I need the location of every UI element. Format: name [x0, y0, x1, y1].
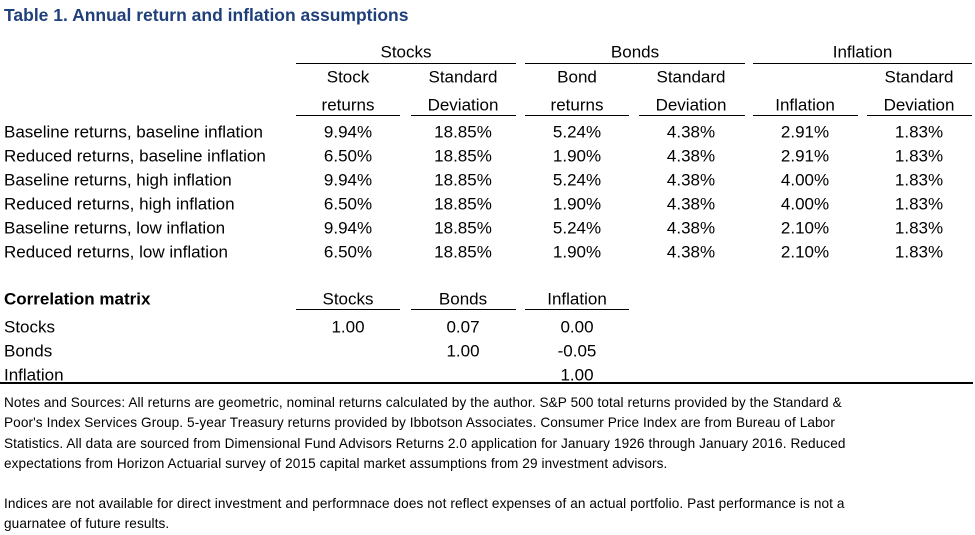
table-cell: 4.00%: [780, 194, 830, 214]
column-header: Stocks: [322, 289, 374, 309]
table-cell: 6.50%: [323, 194, 373, 214]
table-cell: 18.85%: [434, 170, 492, 190]
table-cell: 9.94%: [323, 170, 373, 190]
table-cell: 2.91%: [780, 122, 830, 142]
table-cell: 1.90%: [552, 146, 602, 166]
note-line: Notes and Sources: All returns are geome…: [4, 395, 842, 411]
table-cell: 2.91%: [780, 146, 830, 166]
column-underline: [296, 115, 400, 116]
group-header: Stocks: [380, 42, 432, 62]
table-bottom-rule: [0, 382, 973, 384]
row-label: Inflation: [4, 365, 64, 385]
column-header: Standard: [428, 67, 498, 87]
table-cell: 2.10%: [780, 218, 830, 238]
column-header: Bond: [557, 67, 597, 87]
column-header: returns: [550, 95, 604, 115]
note-line: expectations from Horizon Actuarial surv…: [4, 456, 668, 472]
table-cell: 1.83%: [894, 194, 944, 214]
group-header: Bonds: [610, 42, 660, 62]
table-cell: 18.85%: [434, 242, 492, 262]
table-cell: 18.85%: [434, 194, 492, 214]
column-underline: [411, 309, 516, 310]
column-header: Standard: [656, 67, 726, 87]
matrix-cell: 0.00: [560, 317, 594, 337]
table-cell: 1.83%: [894, 242, 944, 262]
column-underline: [867, 115, 972, 116]
row-label: Reduced returns, low inflation: [4, 242, 228, 262]
note-line: Statistics. All data are sourced from Di…: [4, 435, 846, 451]
row-label: Stocks: [4, 317, 56, 337]
row-label: Baseline returns, high inflation: [4, 170, 232, 190]
row-label: Baseline returns, low inflation: [4, 218, 226, 238]
table-cell: 1.83%: [894, 170, 944, 190]
matrix-cell: 1.00: [560, 365, 594, 385]
column-header: Stock: [326, 67, 370, 87]
table-cell: 5.24%: [552, 122, 602, 142]
table-cell: 5.24%: [552, 170, 602, 190]
note-line: guarnatee of future results.: [4, 516, 170, 532]
column-header: Inflation: [775, 95, 835, 115]
group-underline: [753, 63, 972, 64]
group-underline: [525, 63, 745, 64]
table-cell: 4.38%: [666, 170, 716, 190]
table-cell: 18.85%: [434, 146, 492, 166]
column-underline: [411, 115, 516, 116]
column-underline: [753, 115, 858, 116]
table-cell: 4.38%: [666, 146, 716, 166]
table-cell: 18.85%: [434, 122, 492, 142]
matrix-cell: -0.05: [557, 341, 597, 361]
column-header: Bonds: [438, 289, 488, 309]
table-cell: 1.83%: [894, 122, 944, 142]
row-label: Baseline returns, baseline inflation: [4, 122, 263, 142]
column-underline: [525, 309, 629, 310]
column-underline: [296, 309, 400, 310]
column-header: Deviation: [883, 95, 955, 115]
row-label: Bonds: [4, 341, 53, 361]
table-cell: 4.38%: [666, 194, 716, 214]
column-header: Deviation: [655, 95, 727, 115]
group-header: Inflation: [832, 42, 893, 62]
table-cell: 1.90%: [552, 194, 602, 214]
table-cell: 1.90%: [552, 242, 602, 262]
note-line: Poor's Index Services Group. 5-year Trea…: [4, 415, 835, 431]
column-header: Inflation: [547, 289, 607, 309]
row-label: Reduced returns, high inflation: [4, 194, 235, 214]
group-underline: [296, 63, 516, 64]
table-cell: 9.94%: [323, 122, 373, 142]
matrix-cell: 1.00: [446, 341, 480, 361]
matrix-cell: 1.00: [331, 317, 365, 337]
section-title: Correlation matrix: [4, 289, 151, 309]
table-cell: 1.83%: [894, 218, 944, 238]
table-cell: 1.83%: [894, 146, 944, 166]
table-cell: 6.50%: [323, 146, 373, 166]
column-header: Standard: [884, 67, 954, 87]
column-header: returns: [321, 95, 375, 115]
table-cell: 4.38%: [666, 242, 716, 262]
table-cell: 2.10%: [780, 242, 830, 262]
matrix-cell: 0.07: [446, 317, 480, 337]
table-cell: 4.38%: [666, 122, 716, 142]
column-underline: [639, 115, 745, 116]
column-header: Deviation: [427, 95, 499, 115]
table-cell: 5.24%: [552, 218, 602, 238]
row-label: Reduced returns, baseline inflation: [4, 146, 266, 166]
table-cell: 6.50%: [323, 242, 373, 262]
table-cell: 4.00%: [780, 170, 830, 190]
table-cell: 18.85%: [434, 218, 492, 238]
table-title: Table 1. Annual return and inflation ass…: [4, 5, 409, 25]
table-cell: 4.38%: [666, 218, 716, 238]
column-underline: [525, 115, 629, 116]
table-cell: 9.94%: [323, 218, 373, 238]
note-line: Indices are not available for direct inv…: [4, 495, 845, 511]
